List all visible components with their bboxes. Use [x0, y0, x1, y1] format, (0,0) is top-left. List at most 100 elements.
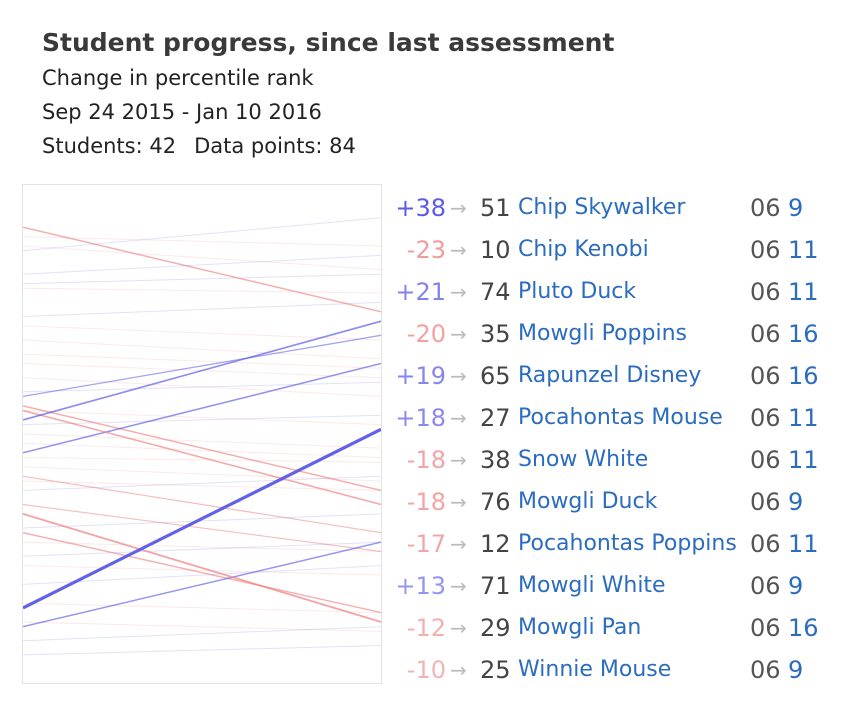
student-name-link[interactable]: Pocahontas Poppins — [518, 531, 737, 556]
grade-label: 06 — [750, 194, 781, 222]
student-name-link[interactable]: Rapunzel Disney — [518, 363, 702, 388]
arrow-icon: → — [450, 574, 467, 598]
series-line — [23, 334, 381, 398]
background-series-line — [23, 381, 381, 393]
background-series-line — [23, 217, 381, 252]
arrow-icon: → — [450, 448, 467, 472]
background-series-line — [23, 414, 381, 426]
background-series-line — [23, 442, 381, 458]
background-series-line — [23, 245, 381, 270]
student-name-link[interactable]: Mowgli Poppins — [518, 321, 688, 346]
student-name-link[interactable]: Mowgli White — [518, 573, 666, 598]
rank-label: 10 — [480, 236, 511, 264]
grade-label: 06 — [750, 572, 781, 600]
background-series-line — [23, 254, 381, 275]
delta-label: -20 — [406, 320, 446, 348]
background-series-line — [23, 565, 381, 585]
class-link[interactable]: 9 — [788, 194, 804, 222]
students-count: Students: 42 — [42, 134, 177, 158]
rank-label: 12 — [480, 530, 511, 558]
background-series-line — [23, 377, 381, 397]
delta-label: -23 — [406, 236, 446, 264]
background-series-line — [23, 541, 381, 552]
student-name-link[interactable]: Pluto Duck — [518, 279, 637, 304]
delta-label: -18 — [406, 446, 446, 474]
series-line — [23, 541, 381, 628]
grade-label: 06 — [750, 236, 781, 264]
chart-subtitle: Change in percentile rank — [42, 66, 314, 90]
background-series-line — [23, 287, 381, 294]
background-series-line — [23, 466, 381, 482]
arrow-icon: → — [450, 322, 467, 346]
background-series-line — [23, 475, 381, 491]
class-link[interactable]: 11 — [788, 404, 819, 432]
class-link[interactable]: 16 — [788, 320, 819, 348]
delta-label: +38 — [395, 194, 446, 222]
class-link[interactable]: 11 — [788, 446, 819, 474]
grade-label: 06 — [750, 656, 781, 684]
delta-label: -12 — [406, 614, 446, 642]
grade-label: 06 — [750, 614, 781, 642]
summary-counts: Students: 42 Data points: 84 — [42, 134, 356, 158]
background-series-line — [23, 565, 381, 576]
class-link[interactable]: 16 — [788, 614, 819, 642]
grade-label: 06 — [750, 320, 781, 348]
arrow-icon: → — [450, 658, 467, 682]
arrow-icon: → — [450, 364, 467, 388]
delta-label: -18 — [406, 488, 446, 516]
arrow-icon: → — [450, 406, 467, 430]
date-range: Sep 24 2015 - Jan 10 2016 — [42, 100, 322, 124]
class-link[interactable]: 11 — [788, 278, 819, 306]
delta-label: +19 — [395, 362, 446, 390]
series-line — [23, 362, 381, 454]
student-name-link[interactable]: Mowgli Pan — [518, 615, 642, 640]
rank-label: 74 — [480, 278, 511, 306]
background-series-line — [23, 645, 381, 656]
class-link[interactable]: 9 — [788, 488, 804, 516]
datapoints-count: Data points: 84 — [194, 134, 356, 158]
series-line — [23, 503, 381, 553]
class-link[interactable]: 9 — [788, 656, 804, 684]
delta-label: -17 — [406, 530, 446, 558]
student-name-link[interactable]: Chip Kenobi — [518, 237, 649, 262]
class-link[interactable]: 11 — [788, 236, 819, 264]
background-series-line — [23, 541, 381, 557]
grade-label: 06 — [750, 446, 781, 474]
student-name-link[interactable]: Pocahontas Mouse — [518, 405, 723, 430]
arrow-icon: → — [450, 490, 467, 514]
class-link[interactable]: 9 — [788, 572, 804, 600]
grade-label: 06 — [750, 530, 781, 558]
student-name-link[interactable]: Chip Skywalker — [518, 195, 686, 220]
rank-label: 71 — [480, 572, 511, 600]
slope-chart-svg — [23, 217, 381, 656]
series-line — [23, 320, 381, 421]
background-series-line — [23, 457, 381, 463]
delta-label: +18 — [395, 404, 446, 432]
arrow-icon: → — [450, 238, 467, 262]
slope-chart — [22, 184, 382, 684]
delta-label: +13 — [395, 572, 446, 600]
grade-label: 06 — [750, 488, 781, 516]
series-line — [23, 427, 381, 610]
background-series-line — [23, 325, 381, 341]
student-name-link[interactable]: Mowgli Duck — [518, 489, 658, 514]
class-link[interactable]: 16 — [788, 362, 819, 390]
grade-label: 06 — [750, 278, 781, 306]
series-line — [23, 405, 381, 492]
rank-label: 76 — [480, 488, 511, 516]
background-series-line — [23, 353, 381, 369]
series-line — [23, 226, 381, 313]
background-series-line — [23, 602, 381, 614]
arrow-icon: → — [450, 196, 467, 220]
rank-label: 51 — [480, 194, 511, 222]
delta-label: -10 — [406, 656, 446, 684]
student-name-link[interactable]: Snow White — [518, 447, 649, 472]
class-link[interactable]: 11 — [788, 530, 819, 558]
background-series-line — [23, 626, 381, 642]
rank-label: 25 — [480, 656, 511, 684]
rank-label: 29 — [480, 614, 511, 642]
arrow-icon: → — [450, 532, 467, 556]
background-series-line — [23, 301, 381, 317]
arrow-icon: → — [450, 616, 467, 640]
student-name-link[interactable]: Winnie Mouse — [518, 657, 672, 682]
